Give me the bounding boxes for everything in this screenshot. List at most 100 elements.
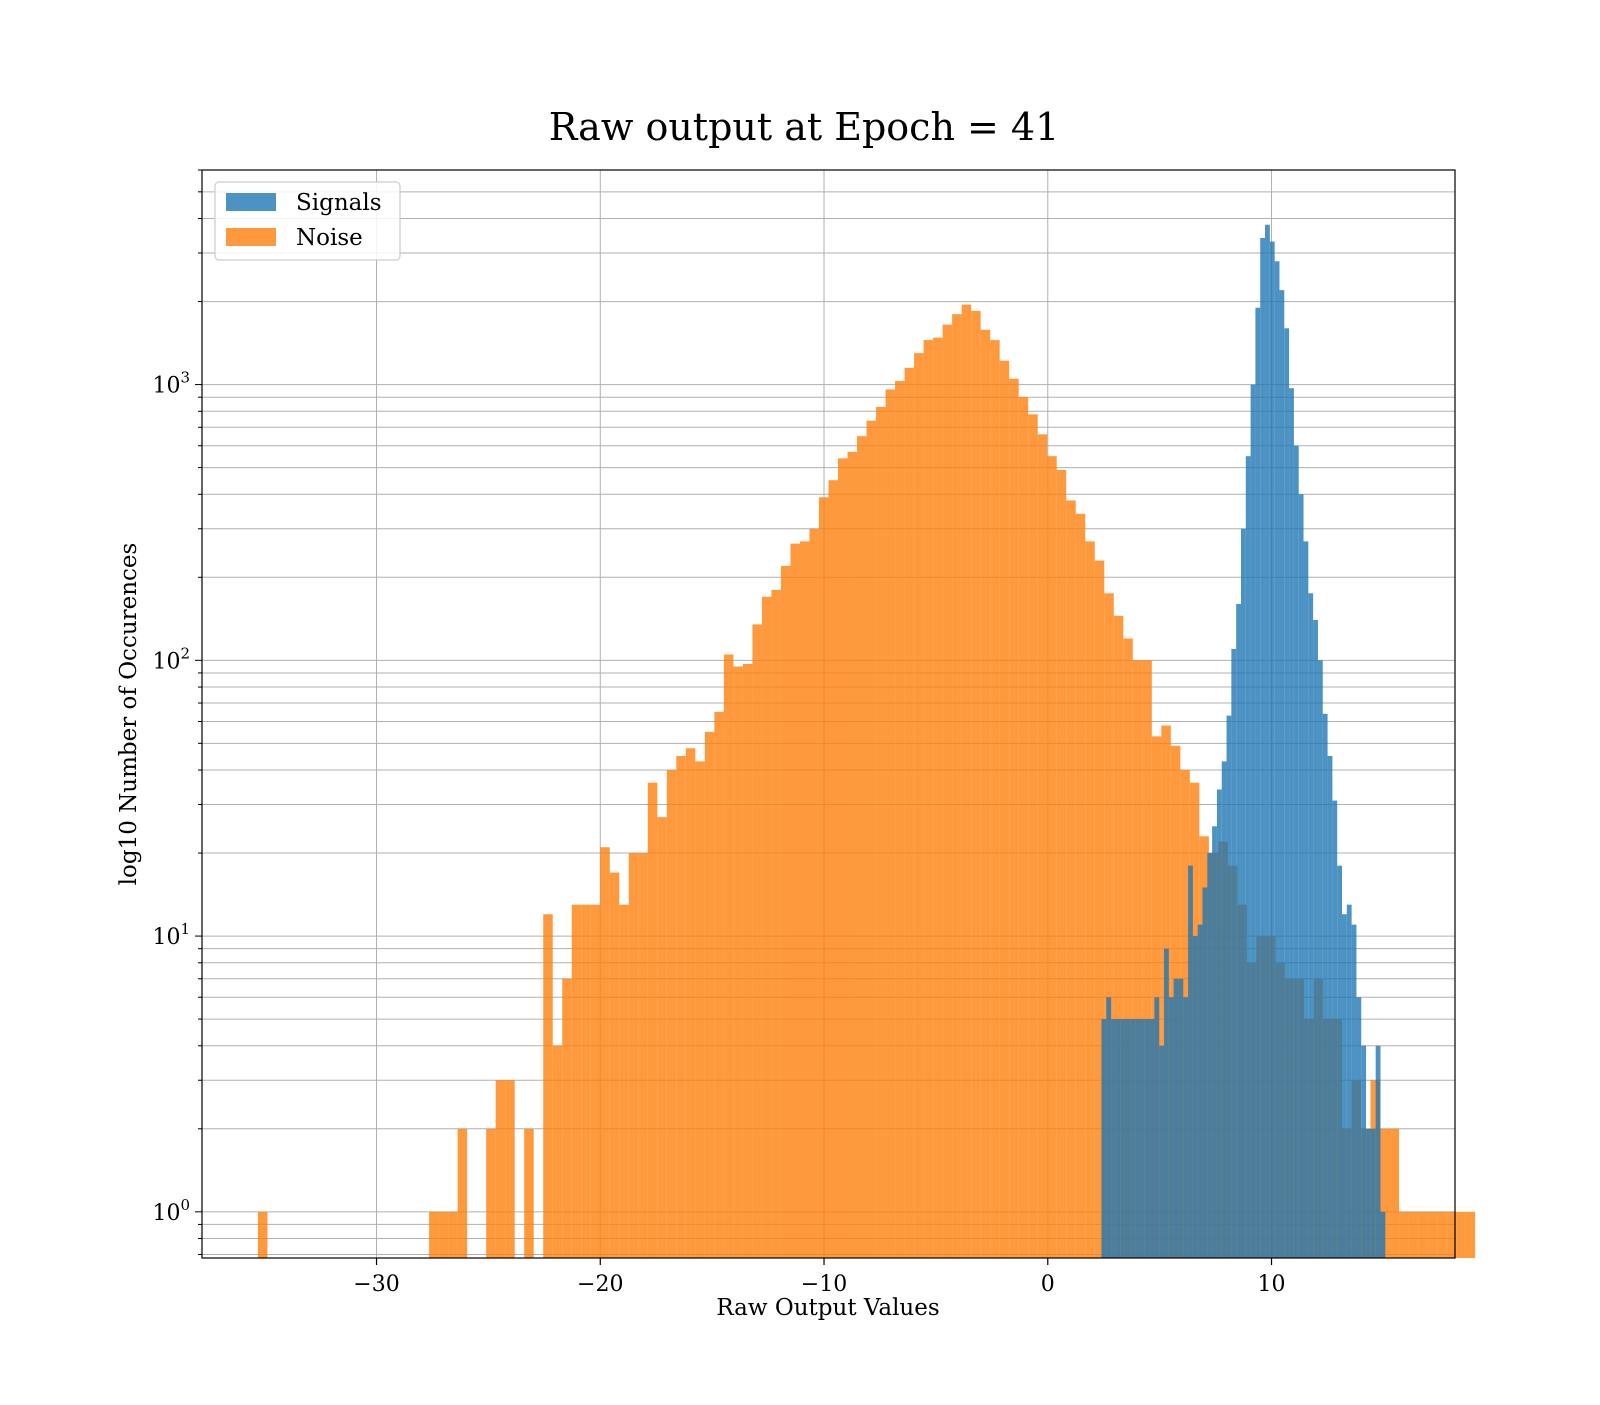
signals-bar	[1274, 261, 1280, 1258]
signals-bar	[1125, 1019, 1131, 1258]
signals-bar	[1351, 924, 1357, 1258]
signals-bar	[1188, 865, 1193, 1258]
noise-bar	[609, 872, 620, 1258]
noise-bar	[771, 589, 781, 1258]
signals-bar	[1366, 1128, 1371, 1258]
noise-bar	[571, 904, 582, 1258]
noise-bar	[828, 480, 839, 1259]
signals-bar	[1250, 384, 1256, 1258]
legend: Signals Noise	[214, 181, 401, 261]
signals-bar	[1375, 1045, 1381, 1258]
signals-bar	[1212, 826, 1217, 1258]
signals-bar	[1342, 914, 1347, 1258]
signals-bar	[1284, 328, 1290, 1258]
signals-bar	[1236, 604, 1241, 1258]
noise-bar	[761, 596, 772, 1258]
noise-bar	[647, 782, 658, 1258]
noise-bar	[942, 324, 953, 1258]
signals-bar	[1159, 1045, 1165, 1258]
signals-bar	[1293, 445, 1299, 1258]
signals-bar	[1308, 593, 1314, 1258]
noise-bar	[552, 1045, 563, 1258]
signals-bar	[1115, 1019, 1121, 1258]
signals-bar	[1111, 1019, 1116, 1258]
y-tick-label: 101	[152, 920, 190, 950]
noise-bar	[990, 340, 1000, 1258]
noise-bar	[857, 436, 867, 1258]
noise-bar	[952, 314, 962, 1258]
signals-bar	[1139, 1019, 1145, 1258]
x-axis-label: Raw Output Values	[716, 1295, 939, 1321]
noise-bar	[1066, 500, 1076, 1259]
noise-bar	[838, 458, 848, 1258]
noise-bar	[695, 761, 705, 1258]
noise-bar	[1418, 1211, 1428, 1258]
noise-bar	[733, 666, 743, 1258]
chart-title: Raw output at Epoch = 41	[549, 105, 1060, 149]
noise-bar	[1437, 1211, 1447, 1258]
noise-bar	[971, 310, 981, 1258]
noise-bar	[866, 420, 877, 1258]
legend-label-signals: Signals	[296, 190, 382, 216]
noise-bar	[742, 663, 753, 1258]
noise-bar	[685, 748, 696, 1258]
noise-bar	[438, 1211, 449, 1258]
x-axis-ticks: −30 −20 −10 0 10	[353, 1258, 1286, 1297]
noise-bar	[809, 528, 819, 1258]
noise-bar	[933, 337, 943, 1258]
noise-bar	[914, 353, 924, 1258]
signals-bar	[1346, 904, 1352, 1258]
signals-bar	[1149, 1019, 1155, 1258]
noise-bar	[818, 497, 829, 1258]
x-tick-label: −30	[353, 1272, 399, 1297]
noise-bar	[714, 711, 724, 1258]
signals-bar	[1226, 715, 1232, 1258]
noise-bar	[581, 904, 591, 1258]
signals-bar	[1197, 924, 1203, 1258]
y-tick-label: 102	[152, 644, 190, 674]
noise-bar	[885, 389, 896, 1258]
noise-bar	[1123, 638, 1133, 1258]
noise-bar	[600, 847, 610, 1258]
noise-bar	[1037, 434, 1048, 1258]
signals-bar	[1322, 713, 1328, 1258]
signals-bar	[1260, 238, 1266, 1258]
noise-bar	[1047, 456, 1057, 1258]
x-tick-label: 0	[1041, 1272, 1055, 1297]
signals-bar	[1332, 800, 1338, 1258]
noise-bar	[876, 406, 886, 1258]
noise-bar	[780, 565, 791, 1258]
noise-bar	[486, 1128, 496, 1258]
noise-bar	[961, 304, 972, 1259]
noise-bar	[904, 367, 915, 1258]
signals-bar	[1154, 997, 1160, 1258]
noise-bar	[799, 541, 810, 1258]
noise-bar	[923, 340, 934, 1258]
signals-bar	[1265, 224, 1270, 1258]
signals-bar	[1255, 307, 1261, 1258]
noise-bar	[495, 1080, 506, 1258]
noise-bar	[1151, 736, 1162, 1258]
noise-bar	[505, 1080, 515, 1258]
signals-bar	[1356, 997, 1362, 1258]
legend-swatch-noise	[226, 228, 276, 246]
signals-bar	[1279, 290, 1285, 1258]
noise-bar	[1408, 1211, 1419, 1258]
noise-bar	[1142, 660, 1152, 1258]
x-tick-label: 10	[1258, 1272, 1286, 1297]
signals-bar	[1120, 1019, 1126, 1258]
signals-bar	[1327, 755, 1333, 1258]
y-tick-label: 103	[152, 369, 190, 399]
x-tick-label: −10	[801, 1272, 847, 1297]
noise-bar	[1104, 593, 1114, 1258]
signals-bar	[1192, 936, 1198, 1258]
signals-bar	[1216, 789, 1222, 1258]
noise-bar	[1113, 615, 1124, 1258]
noise-bar	[790, 543, 800, 1258]
signals-bar	[1298, 494, 1304, 1258]
noise-bar	[1380, 1128, 1390, 1258]
signals-bar	[1135, 1019, 1140, 1258]
signals-bar	[1178, 978, 1184, 1258]
